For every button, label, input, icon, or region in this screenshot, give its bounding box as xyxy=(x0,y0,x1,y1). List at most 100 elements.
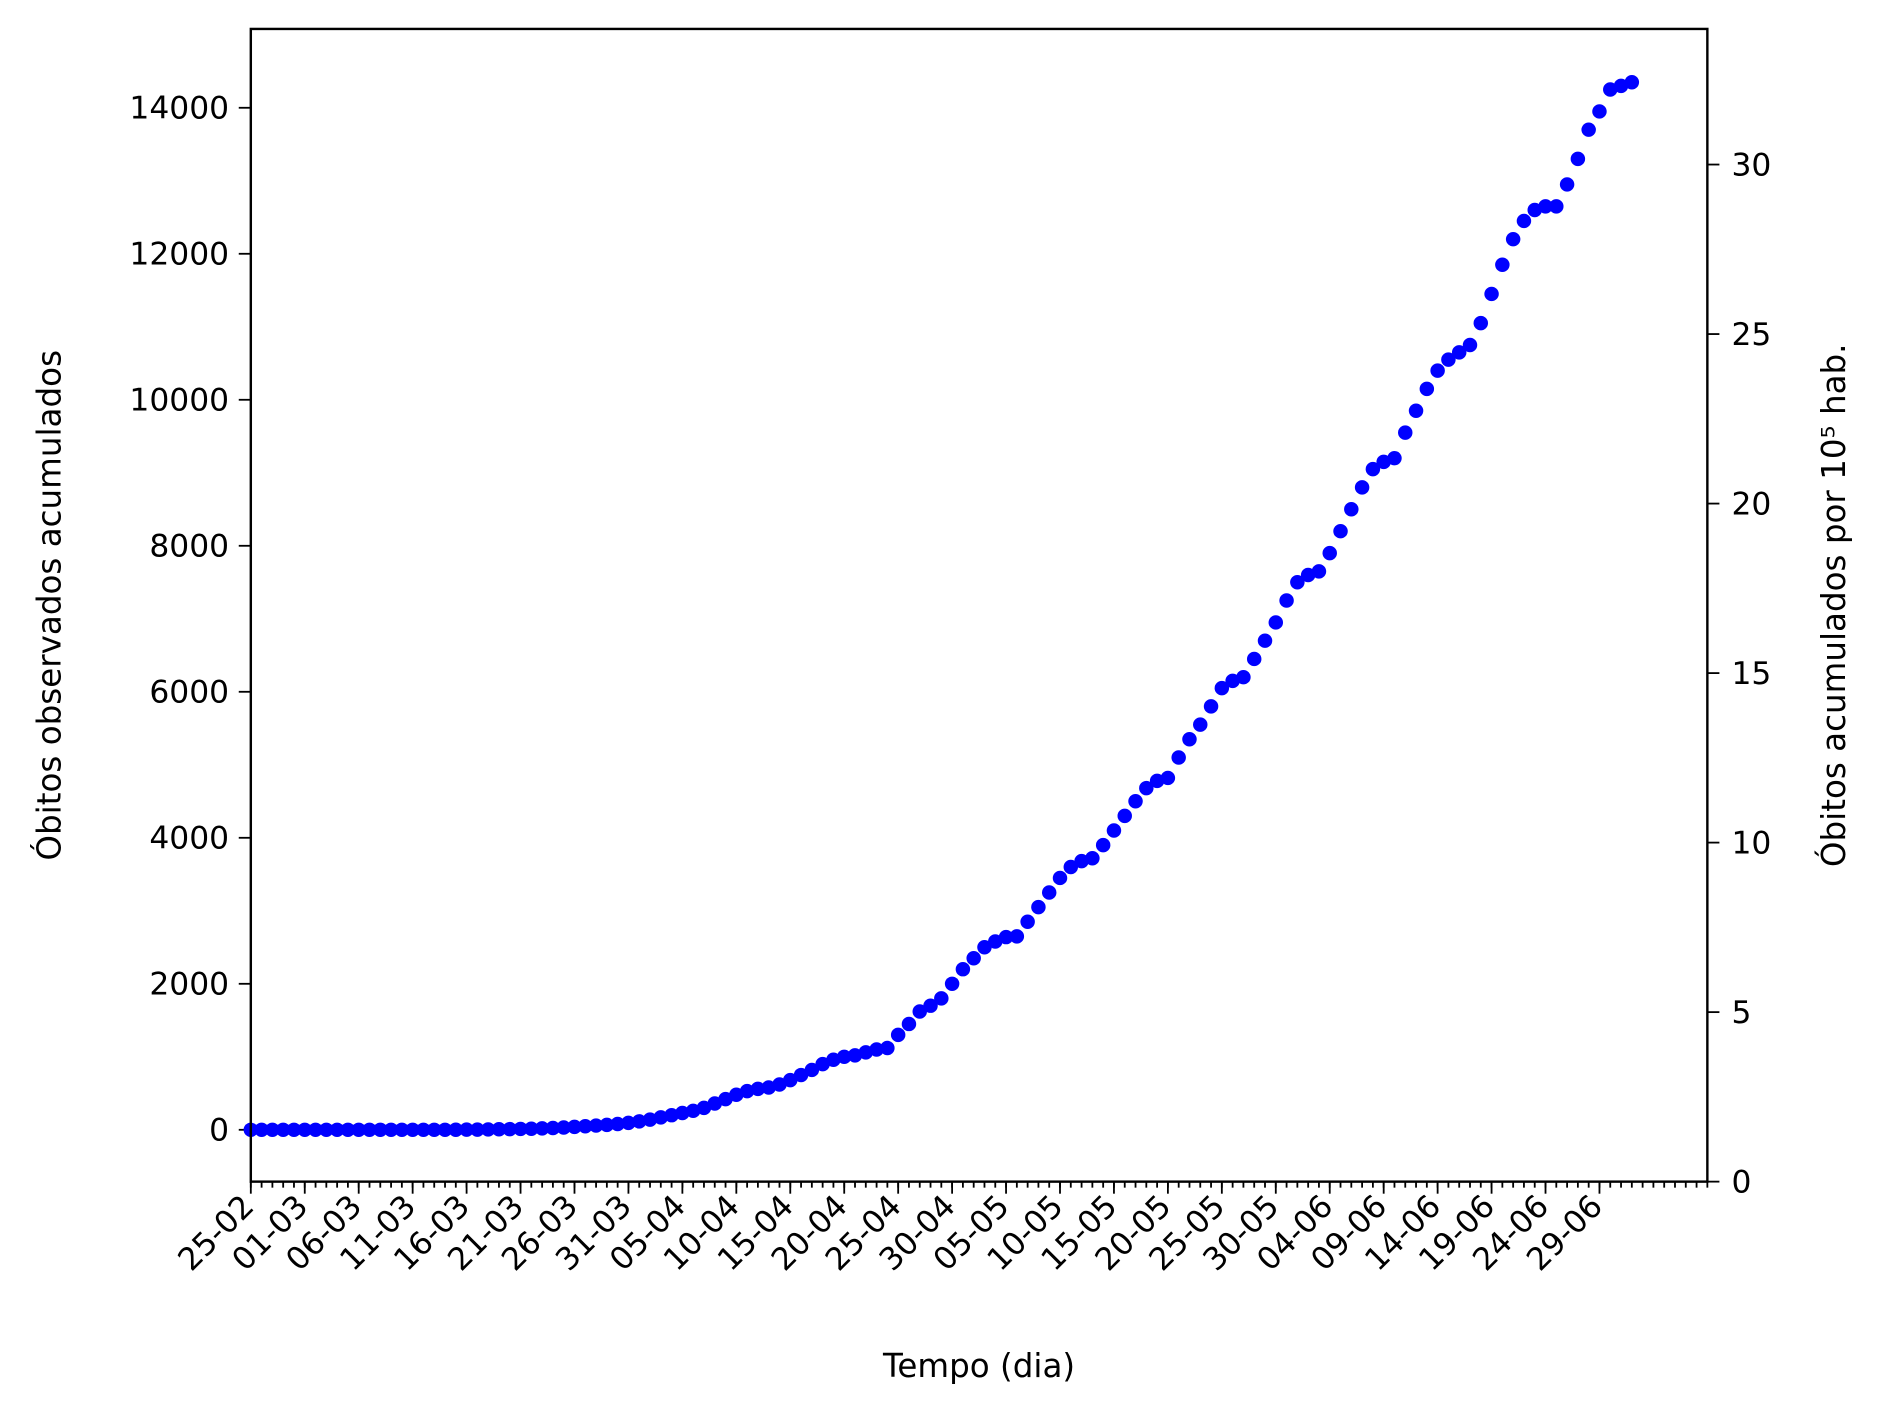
y-tick-label: 2000 xyxy=(149,967,229,1003)
data-point xyxy=(556,1120,571,1135)
data-point xyxy=(675,1105,690,1121)
data-point xyxy=(1063,859,1079,875)
data-point xyxy=(362,1122,377,1138)
data-point xyxy=(470,1122,485,1137)
data-point xyxy=(793,1067,809,1083)
data-point xyxy=(944,976,960,992)
data-point xyxy=(448,1122,464,1137)
y2-tick-label: 5 xyxy=(1731,995,1751,1031)
data-point xyxy=(804,1062,820,1078)
y2-tick-label: 30 xyxy=(1731,147,1771,183)
data-point xyxy=(1354,480,1370,495)
data-point xyxy=(1279,593,1294,608)
data-point xyxy=(426,1122,442,1138)
data-point xyxy=(297,1122,312,1138)
data-point xyxy=(1430,363,1445,378)
y-tick-label: 6000 xyxy=(149,675,229,711)
y2-tick-label: 0 xyxy=(1731,1164,1751,1200)
data-point xyxy=(1041,885,1057,900)
data-point xyxy=(955,961,971,977)
y-tick-label: 10000 xyxy=(129,383,229,419)
data-point xyxy=(1451,345,1467,360)
data-point xyxy=(1117,808,1132,824)
data-point xyxy=(351,1122,366,1138)
x-axis-label: Tempo (dia) xyxy=(882,1347,1075,1385)
data-point xyxy=(265,1122,280,1138)
data-point xyxy=(416,1122,431,1138)
data-point xyxy=(1214,680,1230,696)
data-point xyxy=(1549,199,1564,214)
data-point xyxy=(1095,837,1111,853)
data-point xyxy=(1128,794,1143,809)
data-point xyxy=(545,1120,561,1136)
data-point xyxy=(480,1122,496,1137)
data-point xyxy=(1182,732,1197,747)
data-point xyxy=(329,1122,345,1138)
data-point xyxy=(1246,651,1262,667)
data-point xyxy=(890,1027,906,1043)
data-point xyxy=(373,1122,388,1138)
data-point xyxy=(783,1072,798,1088)
data-point xyxy=(567,1119,582,1135)
data-point xyxy=(1009,929,1025,944)
data-point xyxy=(502,1121,517,1137)
data-point xyxy=(621,1115,636,1131)
data-point xyxy=(653,1110,669,1125)
data-point xyxy=(437,1122,453,1138)
data-point xyxy=(1257,633,1273,648)
data-point xyxy=(1365,461,1381,477)
data-point xyxy=(1322,545,1337,561)
data-point xyxy=(1538,199,1553,214)
data-point xyxy=(1236,669,1251,685)
data-point xyxy=(599,1117,615,1133)
y2-tick-label: 25 xyxy=(1731,317,1771,353)
y-tick-label: 12000 xyxy=(129,237,229,273)
data-point xyxy=(739,1083,755,1099)
y-tick-label: 14000 xyxy=(129,91,229,127)
data-point xyxy=(1505,231,1521,247)
data-point xyxy=(631,1114,647,1129)
data-point xyxy=(664,1107,679,1123)
y2-tick-label: 20 xyxy=(1731,486,1771,522)
y-tick-label: 4000 xyxy=(149,821,229,857)
data-point xyxy=(1581,122,1596,137)
data-point xyxy=(513,1121,528,1137)
data-point xyxy=(1139,780,1154,796)
y-axis-label: Óbitos observados acumulados xyxy=(29,350,68,861)
data-point xyxy=(934,991,949,1006)
data-point xyxy=(308,1122,323,1138)
data-point xyxy=(383,1122,399,1138)
data-point xyxy=(912,1004,927,1019)
data-point xyxy=(254,1122,269,1138)
data-point xyxy=(534,1121,550,1136)
y2-axis-label: Óbitos acumulados por 10⁵ hab. xyxy=(1814,343,1853,867)
data-point xyxy=(923,998,938,1013)
data-point xyxy=(1592,104,1607,119)
data-point xyxy=(1408,403,1424,418)
y-tick-label: 8000 xyxy=(149,529,229,565)
data-point xyxy=(1624,74,1640,90)
data-point xyxy=(405,1122,420,1138)
data-point xyxy=(1473,315,1489,331)
data-point xyxy=(459,1122,474,1137)
data-point xyxy=(1441,352,1456,367)
data-point xyxy=(1203,699,1219,714)
data-point xyxy=(1171,750,1186,765)
data-point xyxy=(1495,257,1510,272)
data-point xyxy=(1085,851,1100,866)
data-point xyxy=(286,1122,302,1138)
data-point xyxy=(1031,899,1046,915)
y2-tick-label: 10 xyxy=(1731,825,1771,861)
data-point xyxy=(1387,450,1402,466)
data-point xyxy=(880,1040,895,1056)
data-point xyxy=(1020,914,1035,929)
data-point xyxy=(275,1122,291,1138)
data-point xyxy=(836,1049,852,1065)
data-point xyxy=(1559,177,1575,192)
data-point xyxy=(491,1122,507,1137)
data-point xyxy=(1052,870,1068,886)
data-point xyxy=(1344,502,1359,517)
y-tick-label: 0 xyxy=(209,1113,229,1149)
data-point xyxy=(1193,717,1208,732)
